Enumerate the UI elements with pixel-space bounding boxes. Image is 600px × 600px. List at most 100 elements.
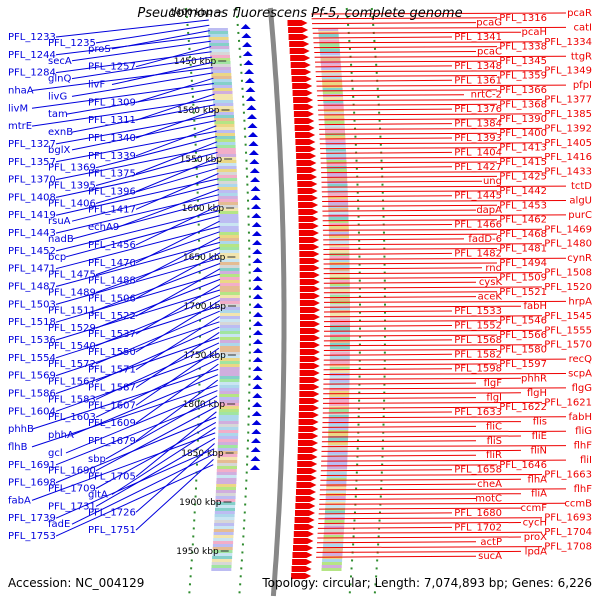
feature-band xyxy=(215,493,236,496)
feature-band xyxy=(219,397,240,400)
gene-label-right: motC xyxy=(475,494,502,505)
gene-label-left: PFL_1705 xyxy=(88,472,136,483)
feature-band xyxy=(327,451,348,454)
forward-gene-arrow xyxy=(293,104,314,110)
gene-connector-right xyxy=(323,305,522,308)
gene-connector-right xyxy=(322,209,477,212)
gene-label-left: PFL_1753 xyxy=(8,531,56,542)
feature-band xyxy=(210,61,231,64)
gene-label-left: nadB xyxy=(48,234,74,245)
forward-gene-arrow xyxy=(299,251,320,257)
gene-label-left: PFL_1244 xyxy=(8,50,56,61)
gene-label-right: flhF xyxy=(574,484,593,495)
feature-band xyxy=(213,100,234,103)
feature-band xyxy=(211,79,232,82)
gene-label-right: PFL_1466 xyxy=(454,220,502,231)
feature-band xyxy=(329,343,350,346)
reverse-gene-arrow xyxy=(252,294,263,299)
gene-connector-left xyxy=(55,305,220,359)
feature-band xyxy=(219,274,240,277)
gene-label-left: PFL_1489 xyxy=(48,288,96,299)
gene-label-right: PFL_1405 xyxy=(544,138,592,149)
gene-connector-left xyxy=(95,358,219,418)
reverse-gene-arrow xyxy=(241,33,252,38)
forward-gene-arrow xyxy=(290,62,311,68)
gene-label-right: ccmB xyxy=(564,498,592,509)
forward-gene-arrow xyxy=(300,335,320,341)
gene-label-right: PFL_1580 xyxy=(499,345,547,356)
feature-band xyxy=(212,547,233,550)
reverse-gene-arrow xyxy=(246,105,257,110)
feature-band xyxy=(219,340,240,343)
gene-label-right: PFL_1693 xyxy=(544,513,592,524)
gene-label-right: cheA xyxy=(477,479,502,490)
gene-label-left: mtrE xyxy=(8,121,32,132)
gene-connector-left xyxy=(31,83,214,109)
gene-connector-right xyxy=(323,243,543,246)
feature-band xyxy=(208,31,229,34)
gene-connector-right xyxy=(323,349,498,351)
reverse-gene-arrow xyxy=(248,132,258,137)
reverse-gene-arrow xyxy=(252,375,263,380)
feature-band xyxy=(319,49,340,52)
gene-label-left: bcp xyxy=(48,252,66,263)
feature-band xyxy=(321,568,342,571)
gene-label-right: fabH xyxy=(568,412,592,423)
feature-band xyxy=(215,142,236,145)
gene-label-right: PFL_1345 xyxy=(499,56,547,67)
forward-gene-arrow xyxy=(297,468,317,474)
gene-connector-right xyxy=(323,358,567,361)
forward-gene-arrow xyxy=(300,307,320,313)
feature-band xyxy=(219,400,240,403)
feature-band xyxy=(211,565,232,568)
gene-label-left: PFL_1587 xyxy=(88,383,136,394)
feature-band xyxy=(218,424,239,427)
feature-band xyxy=(329,346,350,349)
gene-label-left: PFL_1395 xyxy=(48,181,96,192)
gene-connector-right xyxy=(323,387,567,390)
reverse-gene-arrow xyxy=(249,159,260,164)
gene-connector-left xyxy=(55,337,220,394)
gene-connector-right xyxy=(317,103,498,106)
feature-band xyxy=(319,37,339,40)
gene-label-left: PFL_1554 xyxy=(8,353,56,364)
gene-label-right: PFL_1338 xyxy=(499,42,547,53)
feature-band xyxy=(218,205,239,208)
forward-gene-arrow xyxy=(299,265,320,271)
gene-label-left: PFL_1311 xyxy=(88,115,136,126)
forward-gene-arrow xyxy=(292,552,313,558)
gene-label-right: PFL_1521 xyxy=(499,287,547,298)
feature-band xyxy=(328,424,349,427)
feature-band xyxy=(323,106,344,109)
gene-connector-right xyxy=(318,118,498,121)
gene-label-left: PFL_1726 xyxy=(88,507,136,518)
gene-label-right: flgG xyxy=(572,383,592,394)
gene-label-left: PFL_1569 xyxy=(8,371,56,382)
gene-connector-right xyxy=(323,344,543,347)
gene-connector-right xyxy=(323,272,543,275)
forward-gene-arrow xyxy=(290,55,311,61)
gene-connector-right xyxy=(321,180,483,183)
feature-band xyxy=(219,394,240,397)
gene-connector-right xyxy=(319,142,543,145)
feature-band xyxy=(209,43,230,46)
gene-label-left: tam xyxy=(48,109,68,120)
feature-band xyxy=(329,244,350,247)
gene-connector-left xyxy=(55,51,212,74)
feature-band xyxy=(329,274,350,277)
forward-gene-arrow xyxy=(295,510,315,516)
feature-band xyxy=(219,391,240,394)
gene-label-right: algU xyxy=(569,196,592,207)
forward-gene-arrow xyxy=(299,391,320,397)
gene-label-right: fliR xyxy=(486,450,502,461)
gene-connector-right xyxy=(321,190,498,193)
feature-band xyxy=(319,43,340,46)
feature-band xyxy=(330,328,350,331)
feature-band xyxy=(220,322,240,325)
gene-connector-right xyxy=(319,132,498,135)
feature-band xyxy=(220,319,240,322)
gene-label-right: proX xyxy=(524,532,547,543)
gene-connector-left xyxy=(111,61,213,85)
feature-band xyxy=(214,511,235,514)
feature-band xyxy=(219,301,240,304)
